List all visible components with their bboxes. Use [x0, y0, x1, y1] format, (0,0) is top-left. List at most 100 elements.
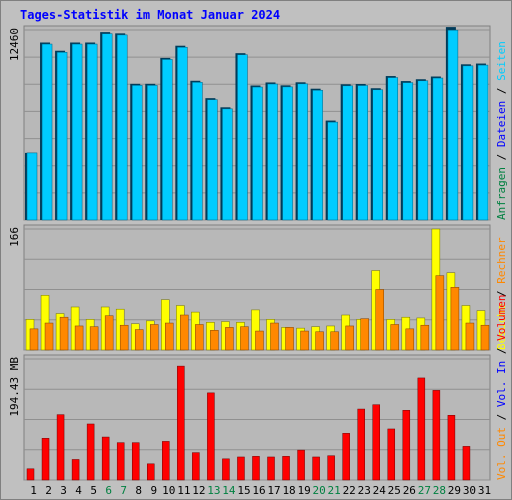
legend-separator: /	[495, 147, 508, 167]
x-tick-label: 17	[267, 484, 280, 497]
legend-separator: /	[495, 407, 508, 427]
bar-dateien	[71, 43, 83, 221]
bar-rechner	[285, 327, 294, 351]
panel-3: 194.43 MB Vol. Out / Vol. In / Volumen	[8, 295, 508, 481]
bar-volumen	[131, 442, 140, 481]
x-tick-label: 18	[282, 484, 295, 497]
bar-dateien	[312, 89, 323, 221]
bar-volumen	[56, 414, 65, 481]
bar-dateien	[26, 152, 38, 221]
bar-rechner	[270, 322, 279, 351]
x-tick-label: 14	[222, 484, 236, 497]
bar-rechner	[165, 322, 174, 351]
bar-dateien	[282, 86, 293, 221]
bar-rechner	[225, 327, 234, 351]
legend-entry: Besuche	[495, 304, 508, 350]
x-tick-label: 3	[60, 484, 67, 497]
bar-volumen	[71, 459, 80, 481]
bar-dateien	[177, 46, 188, 221]
x-tick-label: 5	[90, 484, 97, 497]
bar-volumen	[387, 428, 396, 481]
bar-dateien	[252, 86, 263, 221]
x-tick-label: 12	[192, 484, 205, 497]
bar-dateien	[147, 85, 158, 221]
x-tick-label: 31	[478, 484, 491, 497]
bar-volumen	[207, 392, 215, 481]
panel-1: 12460 Anfragen / Dateien / Seiten	[8, 25, 508, 221]
chart-title: Tages-Statistik im Monat Januar 2024	[20, 8, 280, 22]
bar-volumen	[41, 438, 50, 481]
bar-rechner	[195, 324, 204, 351]
bar-dateien	[207, 99, 218, 221]
bar-dateien	[86, 43, 98, 221]
bar-volumen	[237, 456, 245, 481]
legend: Vol. Out / Vol. In / Volumen	[495, 295, 508, 480]
bar-volumen	[26, 468, 35, 481]
legend-entry: Dateien	[495, 101, 508, 147]
x-tick-label: 2	[45, 484, 52, 497]
bar-volumen	[222, 458, 230, 481]
bar-volumen	[162, 441, 170, 481]
legend-entry: Rechner	[495, 237, 508, 284]
x-tick-label: 13	[207, 484, 220, 497]
x-tick-label: 4	[75, 484, 82, 497]
bar-dateien	[387, 77, 399, 221]
bar-rechner	[134, 329, 144, 351]
x-tick-label: 19	[297, 484, 310, 497]
bar-rechner	[210, 330, 219, 351]
bar-dateien	[192, 82, 203, 221]
bar-rechner	[375, 289, 384, 351]
bar-dateien	[462, 65, 474, 221]
y-max-label: 12460	[8, 28, 21, 61]
bar-rechner	[74, 325, 84, 351]
bar-dateien	[372, 89, 383, 221]
x-tick-label: 20	[313, 484, 326, 497]
x-tick-label: 26	[403, 484, 416, 497]
bar-dateien	[267, 83, 278, 221]
bar-rechner	[180, 314, 189, 351]
x-tick-label: 28	[433, 484, 446, 497]
x-tick-label: 29	[448, 484, 461, 497]
bar-rechner	[104, 315, 114, 351]
bar-volumen	[432, 390, 441, 481]
bar-volumen	[177, 365, 185, 481]
bar-volumen	[462, 446, 471, 481]
bar-rechner	[255, 330, 264, 351]
bar-volumen	[116, 442, 125, 481]
legend-separator: /	[495, 341, 508, 361]
x-tick-label: 15	[237, 484, 250, 497]
x-tick-label: 1	[30, 484, 37, 497]
legend-entry: Volumen	[495, 295, 508, 341]
x-tick-label: 6	[105, 484, 112, 497]
panel-2: 166 Besuche / Rechner	[8, 224, 508, 351]
bar-volumen	[86, 423, 95, 481]
bar-dateien	[357, 85, 368, 221]
bar-rechner	[29, 328, 39, 351]
bar-rechner	[405, 328, 415, 351]
bar-dateien	[432, 77, 444, 221]
bar-dateien	[402, 82, 414, 221]
bar-volumen	[402, 410, 411, 481]
bar-rechner	[44, 322, 54, 351]
bar-volumen	[327, 455, 335, 481]
y-max-label: 166	[8, 227, 21, 247]
bar-volumen	[357, 408, 365, 481]
bar-rechner	[465, 322, 475, 351]
bar-volumen	[101, 436, 110, 481]
legend: Anfragen / Dateien / Seiten	[495, 41, 508, 220]
x-tick-label: 21	[328, 484, 341, 497]
bar-volumen	[192, 452, 200, 481]
bar-dateien	[342, 85, 353, 221]
x-tick-label: 27	[418, 484, 431, 497]
bar-rechner	[345, 325, 354, 351]
bar-volumen	[252, 456, 260, 481]
bar-volumen	[147, 463, 155, 481]
bar-dateien	[56, 52, 68, 221]
legend-entry: Vol. Out	[495, 427, 508, 480]
bar-rechner	[240, 326, 249, 351]
bar-volumen	[447, 415, 456, 481]
bar-dateien	[297, 83, 308, 221]
x-tick-label: 10	[162, 484, 175, 497]
x-tick-label: 7	[120, 484, 127, 497]
bar-rechner	[59, 316, 69, 351]
